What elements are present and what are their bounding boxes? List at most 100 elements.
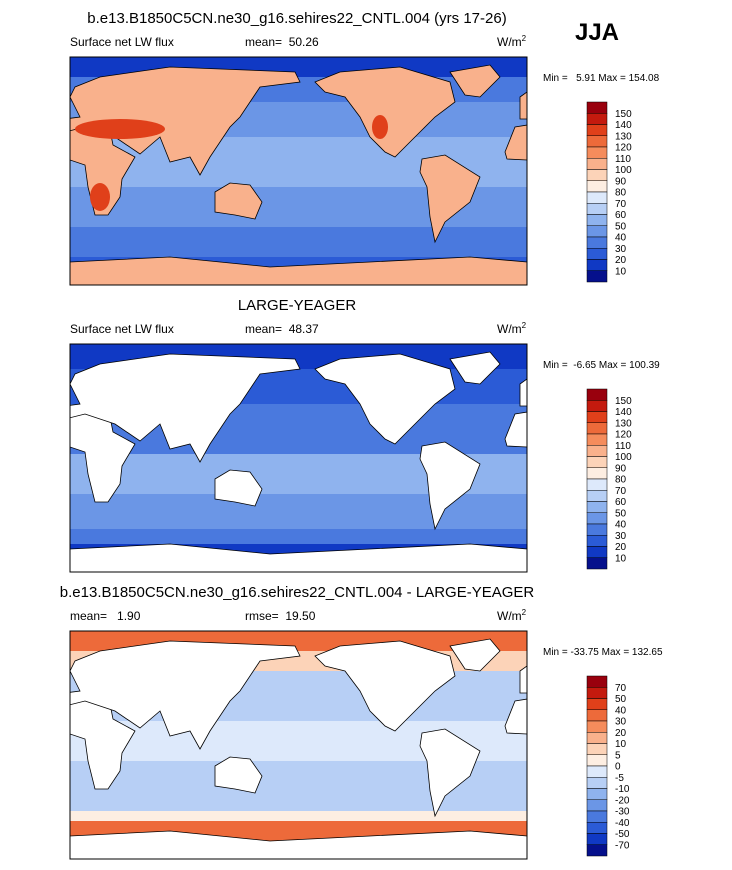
colorbar-box — [586, 456, 608, 468]
colorbar-label: 10 — [615, 553, 627, 564]
colorbar-box — [586, 203, 608, 215]
colorbar-box — [586, 124, 608, 136]
colorbar-label: -10 — [615, 784, 630, 795]
field-blob — [90, 183, 110, 211]
colorbar-box — [586, 754, 608, 767]
colorbar-box — [586, 411, 608, 423]
colorbar-label: 30 — [615, 717, 627, 728]
min-max: Min = 5.91 Max = 154.08 — [543, 73, 660, 84]
colorbar-box — [586, 709, 608, 722]
colorbar-box — [586, 259, 608, 271]
field-blob — [75, 119, 165, 139]
colorbar-box — [586, 799, 608, 812]
colorbar-label: 70 — [615, 683, 627, 694]
units: W/m — [497, 35, 522, 49]
colorbar-label: 80 — [615, 188, 627, 199]
colorbar-label: 150 — [615, 109, 632, 120]
field-blob — [372, 115, 388, 139]
colorbar-box — [586, 236, 608, 249]
map — [69, 343, 528, 573]
colorbar-box — [586, 158, 608, 170]
colorbar-label: 150 — [615, 396, 632, 407]
colorbar-box — [586, 225, 608, 238]
colorbar-label: -70 — [615, 840, 630, 851]
panel: b.e13.B1850C5CN.ne30_g16.sehires22_CNTL.… — [69, 10, 660, 286]
colorbar-label: 90 — [615, 463, 627, 474]
colorbar-box — [586, 732, 608, 744]
colorbar-box — [586, 810, 608, 823]
colorbar-box — [586, 720, 608, 733]
left-label: Surface net LW flux — [70, 322, 174, 336]
field-band — [70, 811, 527, 821]
map-frame — [69, 343, 528, 573]
colorbar-label: 40 — [615, 233, 627, 244]
units: W/m — [497, 322, 522, 336]
colorbar-label: 110 — [615, 441, 631, 452]
colorbar-label: 50 — [615, 221, 627, 232]
colorbar-label: 20 — [615, 728, 627, 739]
units-sup: 2 — [522, 608, 527, 617]
panel-title: LARGE-YEAGER — [238, 297, 357, 314]
colorbar-box — [586, 400, 608, 412]
colorbar-label: 5 — [615, 750, 621, 761]
colorbar-box — [586, 191, 608, 204]
units-sup: 2 — [522, 34, 527, 43]
colorbar-box — [586, 535, 608, 547]
field-band — [70, 227, 527, 257]
panel: LARGE-YEAGER Surface net LW flux mean= 48.… — [69, 297, 660, 573]
units-label: W/m2 — [497, 34, 527, 49]
map — [69, 630, 528, 860]
colorbar-box — [586, 433, 608, 446]
colorbar-label: 90 — [615, 176, 627, 187]
colorbar-box — [586, 135, 608, 148]
colorbar-label: 80 — [615, 475, 627, 486]
left-label: mean= 1.90 — [70, 609, 141, 623]
colorbar-box — [586, 523, 608, 536]
left-label: Surface net LW flux — [70, 35, 174, 49]
colorbar-label: 30 — [615, 531, 627, 542]
colorbar-label: 110 — [615, 154, 631, 165]
map-frame — [69, 56, 528, 286]
colorbar-box — [586, 833, 608, 845]
colorbar-box — [586, 422, 608, 435]
colorbar-box — [586, 101, 608, 114]
colorbar-label: 70 — [615, 486, 627, 497]
colorbar-label: 120 — [615, 143, 632, 154]
colorbar-label: 120 — [615, 430, 632, 441]
colorbar-label: 100 — [615, 165, 632, 176]
units: W/m — [497, 609, 522, 623]
colorbar-label: -30 — [615, 807, 630, 818]
colorbar-box — [586, 687, 608, 699]
colorbar-label: -50 — [615, 829, 630, 840]
colorbar-label: 20 — [615, 255, 627, 266]
colorbar-label: -20 — [615, 795, 630, 806]
colorbar-label: 50 — [615, 694, 627, 705]
min-max: Min = -6.65 Max = 100.39 — [543, 360, 660, 371]
colorbar-box — [586, 698, 608, 710]
colorbar-box — [586, 388, 608, 401]
colorbar-label: 60 — [615, 210, 627, 221]
colorbar-box — [586, 214, 608, 226]
colorbar-label: 30 — [615, 244, 627, 255]
field-band — [70, 529, 527, 544]
colorbar-box — [586, 777, 608, 789]
map-field — [70, 57, 527, 285]
colorbar-box — [586, 822, 608, 834]
colorbar-box — [586, 467, 608, 480]
colorbar-label: 50 — [615, 508, 627, 519]
colorbar-box — [586, 788, 608, 800]
map — [69, 56, 528, 286]
colorbar-box — [586, 557, 608, 570]
map-field — [70, 344, 527, 572]
units-sup: 2 — [522, 321, 527, 330]
center-label: mean= 50.26 — [245, 35, 319, 49]
colorbar-box — [586, 844, 608, 857]
colorbar-label: 140 — [615, 407, 632, 418]
colorbar-box — [586, 478, 608, 491]
colorbar-label: 10 — [615, 739, 627, 750]
colorbar-label: -40 — [615, 818, 630, 829]
colorbar-box — [586, 180, 608, 193]
